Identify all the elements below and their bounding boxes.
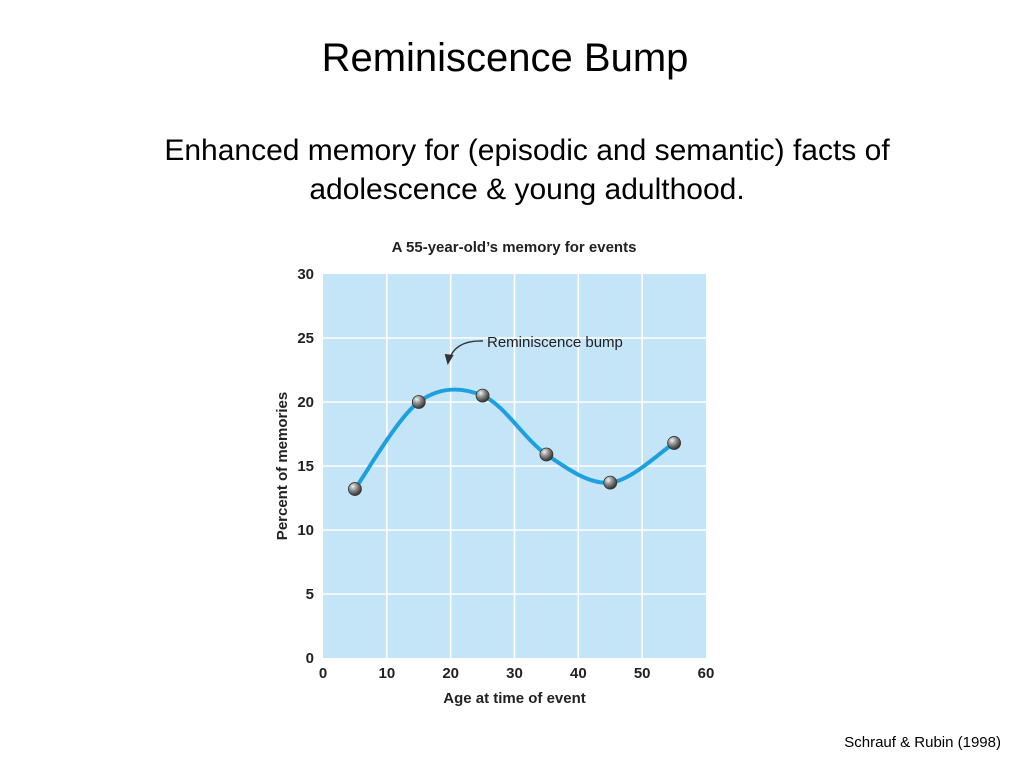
- annotation: Reminiscence bump: [444, 334, 623, 365]
- grid: [323, 274, 706, 658]
- y-tick-label: 25: [297, 330, 314, 347]
- slide-subtitle-line-1: Enhanced memory for (episodic and semant…: [164, 134, 890, 167]
- data-point: [475, 388, 490, 403]
- y-tick-label: 5: [306, 586, 314, 603]
- slide-title: Reminiscence Bump: [321, 36, 689, 80]
- x-tick-label: 20: [442, 665, 459, 682]
- x-tick-label: 0: [319, 665, 327, 682]
- annotation-label: Reminiscence bump: [487, 334, 623, 351]
- y-axis-label: Percent of memories: [274, 392, 291, 540]
- chart: A 55-year-old’s memory for events 0 10 20 3…: [274, 239, 714, 707]
- y-tick-label: 20: [297, 394, 314, 411]
- annotation-arrowhead: [444, 354, 454, 365]
- x-tick-label: 10: [378, 665, 395, 682]
- y-tick-label: 15: [297, 458, 314, 475]
- data-point: [348, 482, 362, 496]
- chart-title: A 55-year-old’s memory for events: [392, 239, 637, 256]
- slide-subtitle: Enhanced memory for (episodic and semant…: [100, 131, 954, 209]
- data-point: [603, 475, 618, 490]
- data-point: [539, 447, 554, 462]
- y-tick-label: 10: [297, 522, 314, 539]
- citation: Schrauf & Rubin (1998): [844, 734, 1001, 751]
- data-points: [348, 388, 681, 496]
- x-axis-label: Age at time of event: [443, 690, 586, 707]
- y-tick-label: 0: [306, 650, 314, 667]
- x-tick-label: 50: [634, 665, 651, 682]
- x-tick-label: 30: [506, 665, 523, 682]
- data-point: [411, 395, 426, 409]
- x-tick-label: 40: [570, 665, 587, 682]
- x-tick-label: 60: [698, 665, 715, 682]
- data-point: [667, 436, 681, 450]
- tick-labels: 0 10 20 30 40 50 60 0 5 10 15 20 25 30: [297, 266, 714, 682]
- slide-subtitle-line-2: adolescence & young adulthood.: [309, 173, 745, 206]
- y-tick-label: 30: [297, 266, 314, 283]
